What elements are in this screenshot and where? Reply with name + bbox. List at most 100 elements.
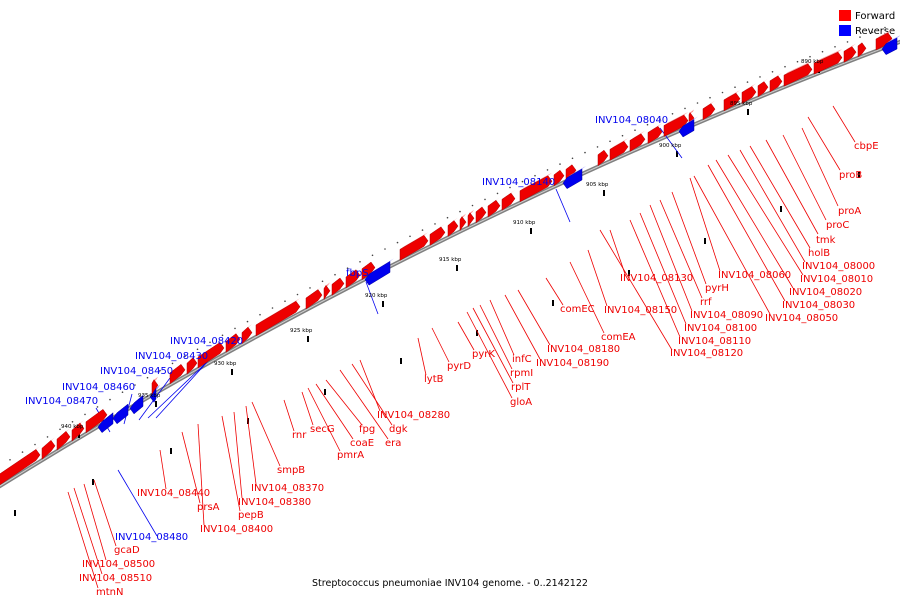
scale-ticks	[14, 67, 860, 516]
leader-line	[609, 229, 626, 275]
leader-line	[67, 491, 99, 589]
legend: Forward Reverse	[839, 10, 895, 37]
minor-tick	[584, 151, 586, 154]
minor-tick-dots	[9, 26, 886, 461]
gene-feature-forward	[41, 439, 56, 460]
leader-line	[351, 363, 393, 426]
gene-feature-forward	[553, 169, 565, 187]
leader-line	[587, 249, 608, 307]
gene-label-INV104_08510: INV104_08510	[79, 573, 152, 584]
scale-labels: 890 kbp 895 kbp 900 kbp 905 kbp 910 kbp …	[61, 59, 824, 430]
minor-tick	[471, 204, 474, 207]
gene-feature-forward	[843, 46, 857, 63]
scale-label-935: 935 kbp	[138, 393, 161, 399]
gene-label-fpg: fpg	[359, 424, 375, 435]
gene-label-INV104_08460: INV104_08460	[62, 382, 135, 393]
minor-tick	[209, 341, 211, 344]
minor-tick	[534, 174, 536, 177]
gene-feature-forward	[197, 342, 225, 369]
gene-label-mtnN: mtnN	[96, 587, 123, 598]
leader-line	[117, 469, 158, 537]
gene-feature-forward	[769, 75, 783, 93]
scale-label-890: 890 kbp	[801, 59, 824, 65]
gene-feature-forward	[399, 234, 429, 261]
gene-label-INV104_08090: INV104_08090	[690, 310, 763, 321]
gene-label-INV104_08140: INV104_08140	[482, 177, 555, 188]
minor-tick	[359, 261, 361, 263]
gene-feature-forward	[647, 125, 663, 144]
scale-label-940: 940 kbp	[61, 424, 84, 430]
gene-label-INV104_08110: INV104_08110	[678, 336, 751, 347]
gene-feature-reverse	[112, 403, 129, 425]
gene-label-INV104_08030: INV104_08030	[782, 300, 855, 311]
minor-tick	[646, 123, 649, 126]
minor-tick	[809, 55, 811, 58]
minor-tick	[109, 398, 111, 401]
minor-tick	[859, 36, 861, 38]
gene-feature-forward	[0, 449, 41, 486]
scale-label-930: 930 kbp	[214, 361, 237, 367]
minor-tick	[346, 267, 349, 270]
minor-tick	[634, 129, 636, 131]
gene-feature-forward	[255, 300, 301, 337]
gene-feature-top	[784, 60, 812, 76]
gene-label-INV104_08060: INV104_08060	[718, 270, 791, 281]
major-tick	[530, 228, 532, 234]
minor-tick	[709, 96, 711, 99]
minor-tick	[784, 65, 786, 68]
minor-tick	[96, 406, 99, 408]
minor-tick	[246, 320, 249, 323]
major-tick	[231, 369, 233, 375]
gene-label-INV104_08180: INV104_08180	[547, 344, 620, 355]
leader-line	[707, 164, 786, 302]
leader-line	[359, 359, 381, 412]
leader-line	[629, 219, 681, 338]
scale-label-915: 915 kbp	[439, 257, 462, 263]
gene-feature-forward	[702, 103, 716, 121]
gene-feature-forward	[609, 140, 629, 161]
leader-line	[659, 127, 683, 159]
minor-tick	[334, 273, 336, 276]
gene-label-rplT: rplT	[511, 382, 531, 393]
minor-tick	[559, 163, 561, 165]
gene-feature-forward	[487, 199, 501, 218]
minor-tick	[284, 300, 286, 303]
gene-feature-forward	[361, 261, 376, 281]
gene-feature-reverse	[129, 394, 144, 415]
gene-label-infC: infC	[512, 354, 532, 365]
gene-label-INV104_08420: INV104_08420	[170, 336, 243, 347]
gene-feature-forward	[741, 86, 757, 104]
gene-feature-forward	[723, 92, 741, 112]
major-tick	[456, 265, 458, 271]
gene-label-INV104_08430: INV104_08430	[135, 351, 208, 362]
gene-label-INV104_08050: INV104_08050	[765, 313, 838, 324]
gene-label-INV104_08040: INV104_08040	[595, 115, 668, 126]
major-tick	[307, 336, 309, 342]
minor-tick	[596, 146, 599, 148]
gene-label-rnr: rnr	[292, 430, 307, 441]
gene-label-INV104_08380: INV104_08380	[238, 497, 311, 508]
minor-tick	[134, 384, 136, 386]
gene-label-gcaD: gcaD	[114, 545, 140, 556]
minor-tick	[409, 235, 411, 238]
leader-line	[693, 175, 771, 315]
minor-tick	[884, 26, 886, 29]
gene-feature-forward	[323, 284, 331, 301]
gene-feature-forward	[813, 51, 843, 75]
gene-label-fbpS: fbpS	[346, 268, 369, 279]
major-tick	[676, 151, 678, 157]
gene-label-prsA: prsA	[197, 502, 220, 513]
gene-label-pyrD: pyrD	[447, 361, 471, 372]
minor-tick	[746, 81, 749, 83]
gene-feature-forward	[597, 149, 609, 167]
leader-line	[659, 199, 703, 299]
leader-line	[315, 383, 354, 440]
gene-label-pepB: pepB	[238, 510, 264, 521]
leader-line	[245, 405, 257, 485]
major-tick	[155, 401, 157, 407]
leader-line	[466, 311, 513, 399]
leader-line	[749, 145, 811, 249]
gene-feature-forward	[447, 220, 459, 237]
gene-feature-forward	[475, 206, 487, 224]
scale-label-925: 925 kbp	[290, 328, 313, 334]
